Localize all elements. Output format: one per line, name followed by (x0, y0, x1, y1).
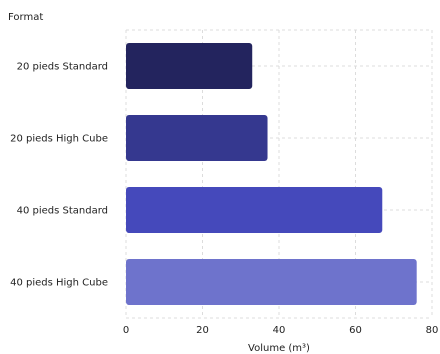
x-tick-label: 40 (273, 325, 286, 336)
bar-1 (126, 114, 268, 162)
x-tick-label: 60 (349, 325, 362, 336)
category-labels: 20 pieds Standard 20 pieds High Cube 40 pi… (10, 62, 108, 289)
bars-layer (126, 42, 417, 306)
x-axis-title: Volume (m³) (248, 343, 310, 354)
x-tick-label: 20 (196, 325, 209, 336)
category-label: 40 pieds Standard (17, 206, 108, 217)
x-tick-label: 0 (123, 325, 129, 336)
x-tick-label: 80 (426, 325, 439, 336)
category-label: 20 pieds Standard (17, 62, 108, 73)
bar-3 (126, 258, 417, 306)
bar-0 (126, 42, 253, 90)
y-axis-title: Format (8, 12, 43, 23)
category-label: 20 pieds High Cube (10, 134, 108, 145)
bar-2 (126, 186, 383, 234)
category-label: 40 pieds High Cube (10, 278, 108, 289)
x-tick-labels: 0 20 40 60 80 (123, 325, 439, 336)
